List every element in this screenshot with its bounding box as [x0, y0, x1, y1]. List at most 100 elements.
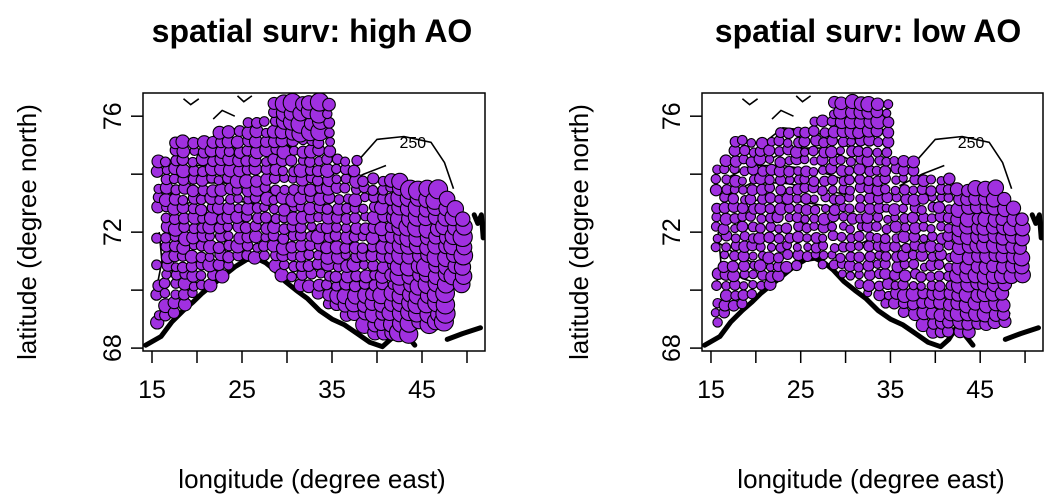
survey-point — [898, 269, 912, 283]
axes: 15 25 35 45 68 72 76 — [99, 102, 468, 404]
survey-point — [195, 270, 207, 281]
y-tick-label: 68 — [99, 334, 127, 362]
survey-point — [933, 259, 945, 271]
x-tick-label: 45 — [966, 376, 994, 404]
survey-point — [864, 250, 876, 263]
survey-point — [792, 193, 802, 204]
survey-point — [258, 250, 270, 262]
survey-point — [712, 317, 723, 328]
survey-point — [863, 240, 875, 253]
x-axis-label: longitude (degree east) — [737, 464, 1004, 494]
y-axis-label: latitude (degree north) — [564, 104, 594, 360]
survey-point — [358, 203, 369, 214]
survey-point — [764, 174, 775, 186]
survey-point — [780, 222, 793, 234]
survey-point — [809, 204, 821, 216]
survey-point — [274, 267, 290, 283]
survey-point — [837, 269, 847, 279]
survey-point — [159, 287, 171, 299]
survey-point — [774, 156, 786, 168]
survey-point — [800, 147, 810, 157]
survey-point — [756, 213, 767, 224]
survey-point — [259, 211, 272, 224]
survey-point — [347, 164, 361, 178]
survey-point — [863, 175, 874, 187]
survey-point — [762, 251, 776, 265]
survey-point — [454, 211, 471, 227]
survey-point — [882, 116, 895, 129]
x-tick-label: 25 — [228, 376, 256, 404]
survey-point — [736, 202, 749, 215]
survey-point — [817, 259, 828, 270]
survey-point — [827, 230, 839, 242]
survey-point — [221, 125, 236, 139]
survey-point — [943, 172, 956, 186]
survey-point — [746, 288, 758, 300]
y-axis-label: latitude (degree north) — [12, 104, 42, 360]
survey-point — [871, 221, 882, 232]
survey-point — [783, 165, 795, 178]
survey-point — [223, 230, 234, 242]
survey-point — [853, 241, 864, 251]
survey-point — [881, 147, 893, 158]
survey-point — [279, 184, 290, 196]
survey-point — [331, 163, 342, 175]
survey-point — [844, 174, 855, 186]
survey-point — [898, 203, 909, 214]
survey-point — [933, 270, 945, 282]
contour-label: 250 — [400, 135, 427, 152]
survey-point — [763, 144, 776, 157]
survey-point — [766, 242, 777, 252]
survey-point — [907, 155, 921, 169]
plot-frame — [142, 92, 486, 352]
survey-point — [212, 241, 226, 255]
survey-point — [844, 185, 856, 196]
survey-point — [908, 185, 919, 195]
coastline-segment — [1029, 212, 1043, 241]
survey-point — [825, 145, 838, 159]
survey-point — [356, 242, 369, 254]
survey-point — [763, 231, 776, 244]
survey-point — [817, 185, 828, 197]
survey-point — [790, 259, 803, 272]
y-tick-label: 76 — [99, 102, 127, 130]
survey-point — [943, 192, 954, 203]
survey-point — [853, 262, 864, 273]
survey-point — [151, 259, 163, 271]
survey-point — [325, 136, 336, 147]
depth-contour-line — [212, 109, 236, 120]
survey-point — [879, 233, 891, 245]
survey-point — [351, 154, 363, 167]
survey-point — [726, 260, 740, 273]
y-tick-label: 76 — [658, 102, 686, 130]
survey-point — [303, 183, 318, 197]
survey-point — [792, 242, 802, 252]
survey-point — [159, 156, 171, 168]
survey-point — [870, 97, 885, 111]
survey-point — [773, 233, 785, 244]
survey-point — [834, 194, 846, 206]
survey-point — [782, 127, 795, 140]
survey-point — [739, 281, 749, 291]
survey-point — [934, 280, 946, 292]
y-tick-label: 72 — [99, 218, 127, 246]
survey-point — [175, 163, 191, 179]
survey-point — [879, 165, 892, 177]
survey-point — [925, 185, 937, 197]
survey-point — [738, 185, 748, 195]
survey-point — [916, 281, 926, 291]
survey-point — [883, 99, 894, 110]
survey-point — [340, 156, 351, 167]
survey-point — [268, 203, 280, 215]
survey-point — [844, 203, 855, 214]
survival-points-layer — [709, 93, 1031, 340]
survey-point — [881, 156, 892, 167]
survey-point — [835, 146, 846, 156]
survey-point — [711, 280, 722, 291]
survey-point — [331, 174, 342, 185]
survey-point — [861, 146, 873, 158]
survey-point — [835, 154, 846, 165]
survey-point — [932, 201, 946, 214]
survey-point — [727, 192, 740, 205]
survey-point — [158, 277, 171, 290]
